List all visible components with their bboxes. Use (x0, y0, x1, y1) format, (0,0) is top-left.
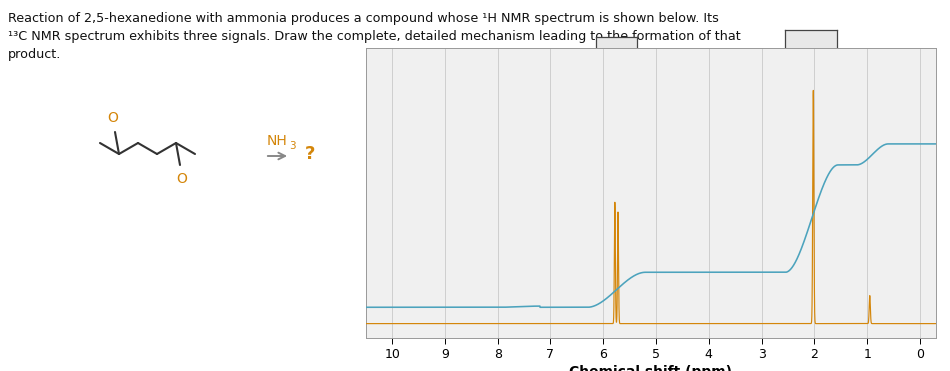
Polygon shape (785, 260, 815, 278)
X-axis label: Chemical shift (ppm): Chemical shift (ppm) (569, 365, 732, 371)
Polygon shape (596, 208, 626, 226)
Text: product.: product. (8, 48, 62, 61)
Text: NH: NH (267, 134, 288, 148)
Text: 3: 3 (290, 141, 296, 151)
Text: O: O (177, 172, 187, 186)
Text: ?: ? (305, 145, 315, 163)
Text: Reaction of 2,5-hexanedione with ammonia produces a compound whose ¹H NMR spectr: Reaction of 2,5-hexanedione with ammonia… (8, 12, 719, 25)
Text: ¹³C NMR spectrum exhibits three signals. Draw the complete, detailed mechanism l: ¹³C NMR spectrum exhibits three signals.… (8, 30, 741, 43)
Text: O: O (107, 111, 119, 125)
